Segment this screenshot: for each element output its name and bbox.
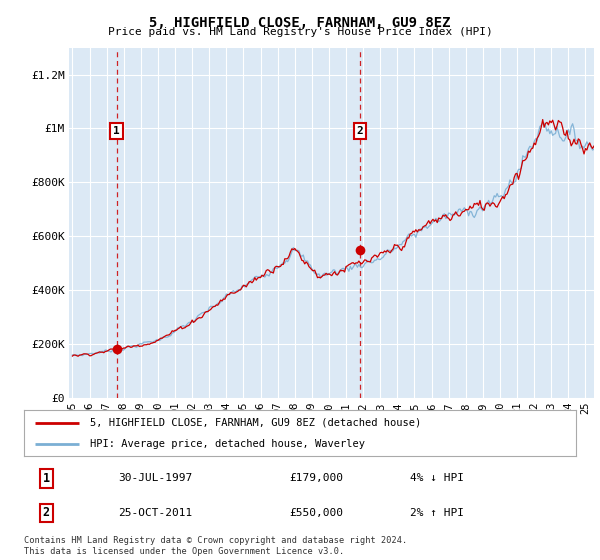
- Text: 2% ↑ HPI: 2% ↑ HPI: [410, 508, 464, 518]
- Text: Contains HM Land Registry data © Crown copyright and database right 2024.
This d: Contains HM Land Registry data © Crown c…: [24, 536, 407, 556]
- Text: 1: 1: [113, 126, 120, 136]
- Text: £179,000: £179,000: [289, 473, 343, 483]
- Text: 25-OCT-2011: 25-OCT-2011: [118, 508, 192, 518]
- Text: £550,000: £550,000: [289, 508, 343, 518]
- Text: 4% ↓ HPI: 4% ↓ HPI: [410, 473, 464, 483]
- Text: 5, HIGHFIELD CLOSE, FARNHAM, GU9 8EZ: 5, HIGHFIELD CLOSE, FARNHAM, GU9 8EZ: [149, 16, 451, 30]
- Text: 2: 2: [357, 126, 364, 136]
- Text: 2: 2: [43, 506, 50, 520]
- Text: 1: 1: [43, 472, 50, 485]
- Text: 5, HIGHFIELD CLOSE, FARNHAM, GU9 8EZ (detached house): 5, HIGHFIELD CLOSE, FARNHAM, GU9 8EZ (de…: [90, 418, 421, 428]
- Text: 30-JUL-1997: 30-JUL-1997: [118, 473, 192, 483]
- Text: HPI: Average price, detached house, Waverley: HPI: Average price, detached house, Wave…: [90, 439, 365, 449]
- Text: Price paid vs. HM Land Registry's House Price Index (HPI): Price paid vs. HM Land Registry's House …: [107, 27, 493, 37]
